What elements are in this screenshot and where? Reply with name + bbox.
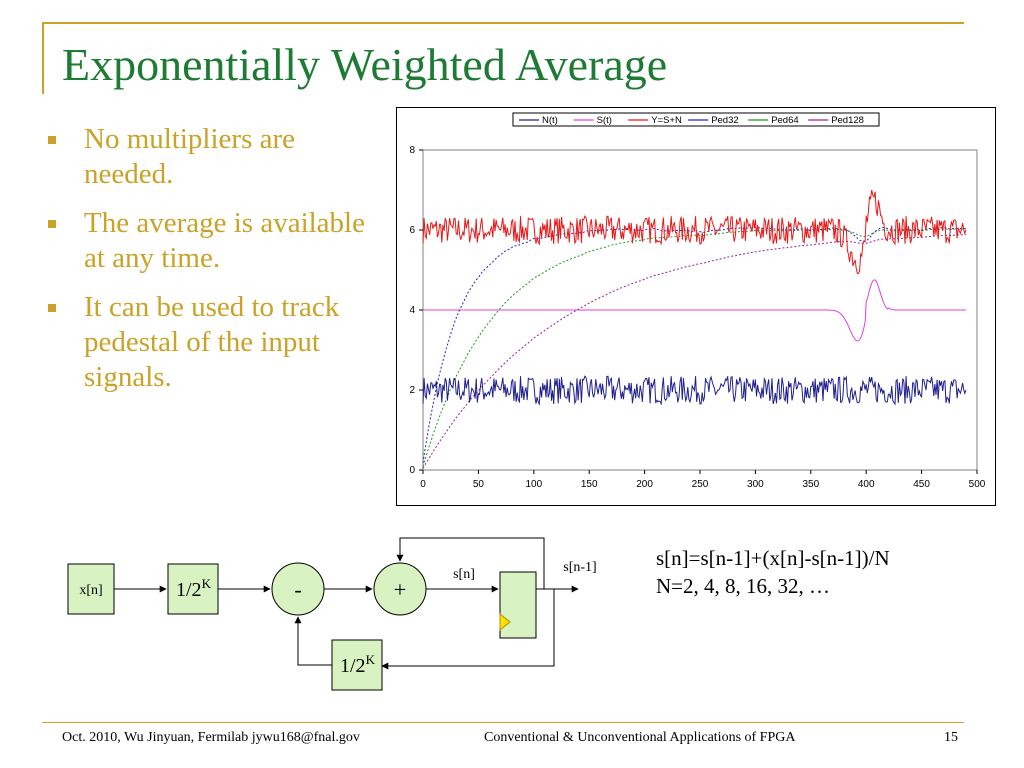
y-tick-label: 0 <box>409 465 415 476</box>
legend-label: Ped128 <box>831 115 864 126</box>
x-tick-label: 200 <box>636 479 653 490</box>
y-tick-label: 6 <box>409 225 415 236</box>
bullet-item: No multipliers are needed. <box>48 122 378 192</box>
series-line-nt <box>422 375 967 406</box>
add-label: + <box>394 577 406 602</box>
bottom-rule <box>42 722 964 723</box>
legend-label: N(t) <box>542 115 558 126</box>
bullet-item: It can be used to track pedestal of the … <box>48 290 378 395</box>
x-tick-label: 0 <box>420 479 426 490</box>
chart-svg: N(t) S(t) Y=S+N Ped32 Ped64 Ped128 0 50 100 150 2… <box>396 107 996 506</box>
bullet-text: No multipliers are needed. <box>84 123 296 190</box>
s-prev-label: s[n-1] <box>563 560 596 575</box>
legend-label: S(t) <box>597 115 612 126</box>
left-rule <box>42 22 44 94</box>
bullet-square-icon <box>48 220 56 228</box>
series-line-st <box>423 279 966 342</box>
input-block <box>67 563 115 615</box>
bullet-item: The average is available at any time. <box>48 206 378 276</box>
series-line-ped32 <box>422 226 966 463</box>
recurrence-formula: s[n]=s[n-1]+(x[n]-s[n-1])/N <box>656 546 890 570</box>
page-number: 15 <box>944 730 958 745</box>
n-values: N=2, 4, 8, 16, 32, … <box>656 574 831 598</box>
series-line-ped128 <box>422 234 966 469</box>
legend-label: Ped32 <box>711 115 738 126</box>
chart-series <box>422 189 967 469</box>
x-tick-label: 250 <box>692 479 709 490</box>
bullet-list: No multipliers are needed. The average i… <box>48 122 378 409</box>
top-rule <box>42 22 964 24</box>
x-tick-label: 150 <box>581 479 598 490</box>
scale-block <box>167 563 219 615</box>
feedback-to-subtract <box>294 616 332 666</box>
x-tick-label: 450 <box>913 479 930 490</box>
input-label: x[n] <box>79 583 102 598</box>
x-tick-label: 350 <box>802 479 819 490</box>
series-line-ped64 <box>422 228 966 467</box>
feedback-to-add <box>396 537 545 589</box>
x-tick-label: 400 <box>858 479 875 490</box>
pedestal-chart: N(t) S(t) Y=S+N Ped32 Ped64 Ped128 0 50 100 150 2… <box>396 107 996 506</box>
feedback-scale-label: 1/2K <box>340 652 376 677</box>
subtract-label: - <box>294 577 301 602</box>
footer-title: Conventional & Unconventional Applicatio… <box>484 730 796 745</box>
x-tick-label: 50 <box>473 479 485 490</box>
chart-axes: 0 50 100 150 200 250 300 350 400 450 500 0 2 4 6 8 <box>409 145 985 490</box>
chart-legend: N(t) S(t) Y=S+N Ped32 Ped64 Ped128 <box>512 112 880 127</box>
legend-label: Ped64 <box>771 115 798 126</box>
clock-marker-icon <box>499 612 511 632</box>
x-tick-label: 100 <box>525 479 542 490</box>
y-tick-label: 8 <box>409 145 415 156</box>
footer-author: Oct. 2010, Wu Jinyuan, Fermilab jywu168@… <box>62 730 360 745</box>
register-block <box>499 571 537 639</box>
y-tick-label: 4 <box>409 305 415 316</box>
block-diagram: x[n] 1/2K - + s[n] s[n-1] 1/2K <box>67 537 597 691</box>
s-label: s[n] <box>453 567 475 582</box>
scale-label: 1/2K <box>176 576 212 601</box>
bullet-text: It can be used to track pedestal of the … <box>84 291 340 393</box>
bullet-square-icon <box>48 136 56 144</box>
y-tick-label: 2 <box>409 385 415 396</box>
feedback-to-scale <box>381 589 555 670</box>
bullet-text: The average is available at any time. <box>84 207 365 274</box>
series-line-ysn <box>422 189 967 275</box>
x-tick-label: 300 <box>747 479 764 490</box>
legend-label: Y=S+N <box>651 115 682 126</box>
x-tick-label: 500 <box>969 479 986 490</box>
bullet-square-icon <box>48 304 56 312</box>
formula-block: s[n]=s[n-1]+(x[n]-s[n-1])/N N=2, 4, 8, 1… <box>656 544 890 600</box>
slide-title: Exponentially Weighted Average <box>62 39 668 90</box>
